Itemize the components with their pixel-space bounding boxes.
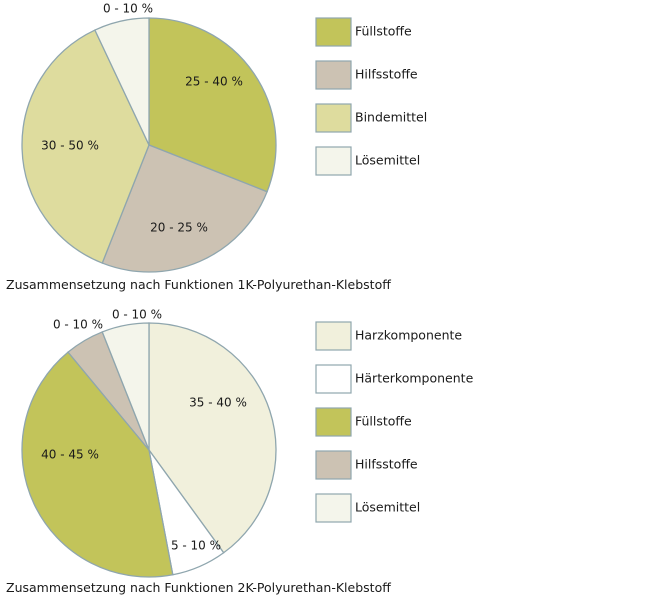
legend-swatch-harzkomponente [315,321,352,351]
pie-slice-harzkomponente [148,322,277,554]
legend-swatch-fuellstoffe [315,407,352,437]
slice-label-bindemittel: 30 - 50 % [41,139,99,153]
slice-label-hilfsstoffe: 20 - 25 % [150,221,208,235]
slice-label-haerterkomponente: 5 - 10 % [171,539,221,553]
legend-swatch-hilfsstoffe [315,60,352,90]
slice-label-hilfsstoffe: 0 - 10 % [53,318,103,332]
legend-swatch-hilfsstoffe [315,450,352,480]
legend-swatch-haerterkomponente [315,364,352,394]
pie-slice-loesemittel [94,17,150,146]
legend-label-fuellstoffe: Füllstoffe [355,24,412,39]
chart-title-2k: Zusammensetzung nach Funktionen 2K-Polyu… [6,580,391,595]
legend-swatch-bindemittel [315,103,352,133]
slice-label-fuellstoffe: 40 - 45 % [41,448,99,462]
legend-label-hilfsstoffe: Hilfsstoffe [355,457,418,472]
legend-label-haerterkomponente: Härterkomponente [355,371,474,386]
legend-label-bindemittel: Bindemittel [355,110,427,125]
legend-label-harzkomponente: Harzkomponente [355,328,462,343]
legend-1k: Füllstoffe Hilfsstoffe Bindemittel Lösemitt… [315,17,427,176]
pie-slice-hilfsstoffe [101,144,268,273]
legend-label-hilfsstoffe: Hilfsstoffe [355,67,418,82]
pie-chart-2k: 35 - 40 % 5 - 10 % 40 - 45 % 0 - 10 % 0 - 10… [21,308,277,578]
legend-swatch-fuellstoffe [315,17,352,47]
pie-slice-fuellstoffe [21,351,174,578]
slice-label-loesemittel: 0 - 10 % [103,2,153,16]
slice-label-fuellstoffe: 25 - 40 % [185,75,243,89]
legend-swatch-loesemittel [315,146,352,176]
legend-label-loesemittel: Lösemittel [355,153,420,168]
legend-2k: Harzkomponente Härterkomponente Füllstoffe… [315,321,474,523]
legend-swatch-loesemittel [315,493,352,523]
pie-slice-bindemittel [21,29,150,264]
pie-chart-1k: 25 - 40 % 20 - 25 % 30 - 50 % 0 - 10 % [21,2,277,273]
legend-label-loesemittel: Lösemittel [355,500,420,515]
pie-slice-loesemittel [101,322,150,451]
legend-label-fuellstoffe: Füllstoffe [355,414,412,429]
chart-title-1k: Zusammensetzung nach Funktionen 1K-Polyu… [6,277,391,292]
pie-slice-fuellstoffe [148,17,277,193]
slice-label-loesemittel: 0 - 10 % [112,308,162,322]
slice-label-harzkomponente: 35 - 40 % [189,396,247,410]
